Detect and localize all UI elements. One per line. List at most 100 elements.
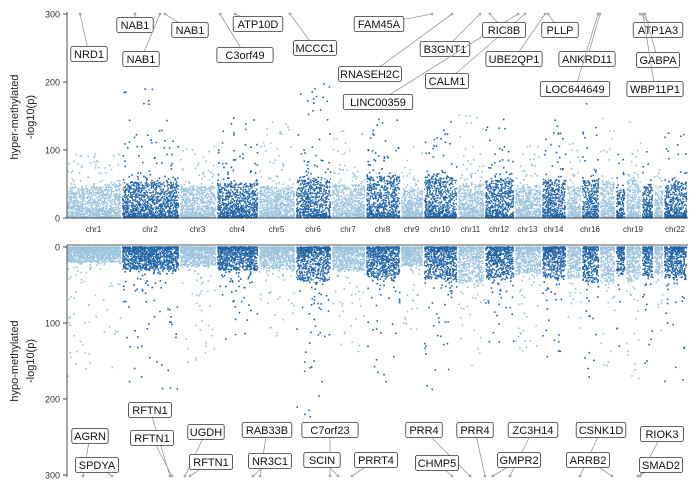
- top-point: [181, 214, 183, 217]
- top-point: [136, 188, 138, 190]
- top-point: [163, 193, 165, 195]
- top-point: [256, 182, 259, 185]
- top-point: [117, 200, 119, 202]
- top-point: [239, 195, 241, 197]
- top-point: [227, 207, 230, 209]
- top-point: [113, 212, 115, 214]
- top-point: [110, 211, 112, 213]
- top-point: [100, 194, 102, 196]
- top-point: [162, 183, 164, 185]
- top-point: [137, 176, 139, 178]
- top-point: [157, 198, 159, 200]
- top-point: [172, 216, 175, 218]
- top-point: [233, 189, 235, 191]
- top-point: [208, 207, 210, 210]
- top-point: [208, 210, 210, 212]
- top-point: [163, 204, 165, 206]
- top-point: [125, 215, 127, 217]
- top-point: [102, 186, 104, 188]
- top-point: [211, 193, 213, 195]
- top-point: [211, 197, 213, 199]
- top-point: [292, 211, 294, 213]
- top-point: [110, 192, 113, 195]
- top-point: [146, 195, 149, 197]
- top-point: [250, 215, 252, 217]
- top-point: [80, 203, 82, 205]
- top-point: [197, 210, 199, 212]
- top-point: [226, 198, 228, 200]
- top-point: [119, 211, 121, 213]
- top-point: [200, 190, 203, 192]
- top-point: [202, 215, 204, 217]
- top-point: [147, 213, 149, 215]
- top-point: [138, 215, 140, 218]
- top-point: [280, 190, 282, 192]
- top-point: [196, 202, 198, 204]
- top-point: [221, 190, 223, 193]
- top-point: [111, 187, 113, 189]
- top-point: [115, 189, 117, 192]
- top-point: [89, 196, 92, 198]
- top-point: [132, 194, 134, 196]
- top-point: [204, 205, 206, 207]
- top-point: [285, 212, 287, 214]
- top-point: [206, 191, 209, 193]
- top-point: [219, 214, 222, 217]
- top-point: [89, 211, 91, 213]
- top-point: [74, 204, 76, 207]
- top-point: [124, 208, 126, 210]
- top-point: [180, 189, 182, 192]
- top-point: [234, 159, 237, 161]
- top-point: [123, 196, 126, 198]
- top-point: [138, 213, 141, 215]
- top-point: [249, 216, 251, 219]
- top-point: [232, 204, 234, 206]
- top-point: [126, 205, 128, 207]
- top-point: [175, 199, 177, 201]
- top-point: [88, 204, 90, 206]
- top-point: [169, 211, 171, 213]
- top-point: [278, 193, 280, 195]
- top-point: [192, 211, 194, 213]
- top-point: [267, 203, 269, 206]
- top-point: [234, 207, 236, 209]
- top-point: [191, 215, 193, 218]
- top-point: [226, 194, 228, 196]
- top-point: [109, 210, 111, 212]
- top-point: [119, 202, 121, 204]
- top-point: [76, 192, 78, 194]
- top-point: [206, 205, 208, 208]
- top-point: [72, 202, 74, 204]
- top-point: [213, 196, 215, 199]
- top-point: [123, 190, 125, 192]
- top-point: [72, 208, 75, 210]
- top-point: [95, 209, 97, 211]
- top-point: [127, 212, 130, 214]
- top-point: [82, 204, 84, 206]
- top-point: [182, 198, 185, 200]
- top-point: [183, 213, 185, 216]
- top-point: [184, 203, 186, 205]
- top-point: [225, 203, 227, 205]
- top-point: [116, 213, 118, 215]
- top-point: [173, 192, 175, 194]
- top-point: [180, 194, 182, 196]
- top-point: [75, 195, 77, 197]
- top-point: [118, 197, 120, 199]
- top-point: [203, 216, 205, 219]
- top-point: [172, 203, 174, 205]
- top-point: [167, 196, 169, 198]
- top-point: [225, 189, 227, 191]
- top-point: [172, 186, 175, 188]
- top-point: [224, 208, 227, 210]
- top-point: [132, 216, 134, 218]
- top-point: [128, 213, 131, 215]
- top-point: [109, 186, 111, 189]
- top-point: [190, 192, 193, 195]
- top-point: [71, 192, 74, 195]
- top-point: [177, 188, 179, 190]
- top-point: [244, 197, 246, 199]
- top-point: [81, 211, 84, 213]
- top-point: [98, 191, 100, 193]
- top-point: [91, 204, 93, 206]
